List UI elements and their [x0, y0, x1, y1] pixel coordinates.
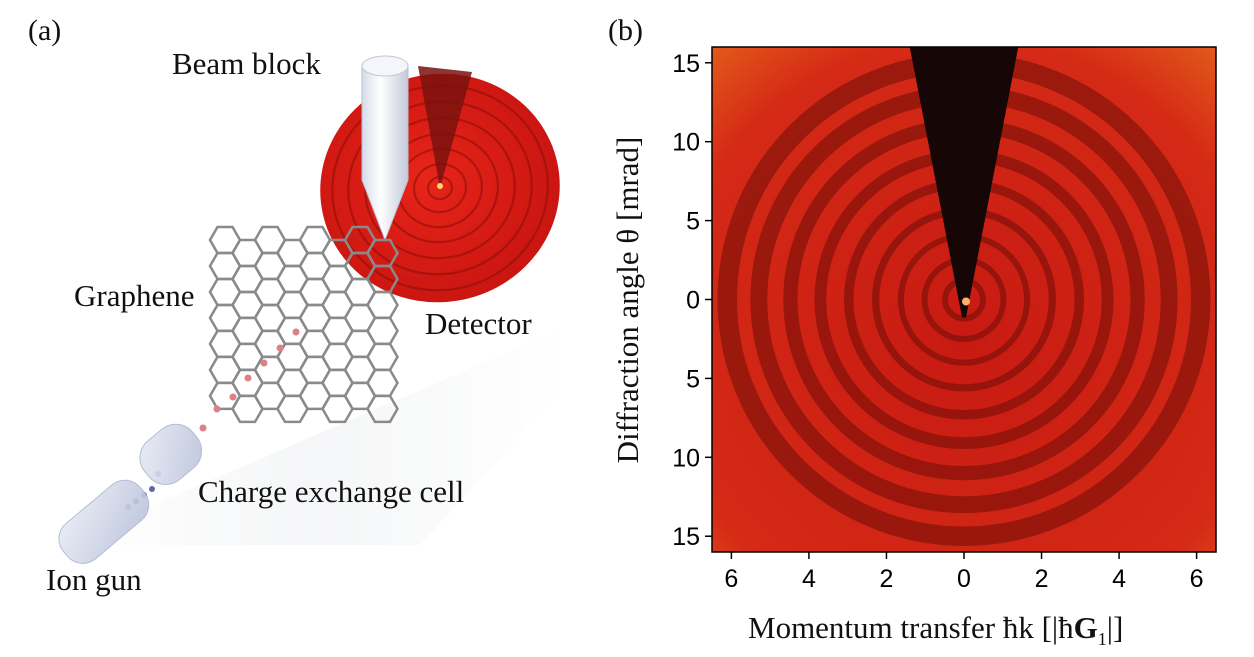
y-tick-label: 15 — [672, 50, 700, 78]
detector-label: Detector — [425, 306, 532, 341]
experimental-setup-illustration — [58, 55, 570, 564]
y-axis-title: Diffraction angle θ [mrad] — [610, 136, 645, 464]
x-tick-label: 2 — [1035, 565, 1049, 593]
y-tick-label: 10 — [672, 129, 700, 157]
beam-block-label: Beam block — [172, 46, 321, 81]
ion-gun — [58, 479, 150, 564]
panel-a-label: (a) — [28, 14, 62, 47]
graphene-label: Graphene — [74, 278, 195, 313]
y-tick-label: 15 — [672, 523, 700, 551]
beam-block-shadow — [418, 66, 472, 188]
detector-disk — [320, 66, 560, 303]
y-tick-label: 0 — [686, 287, 700, 315]
x-tick-label: 6 — [724, 565, 738, 593]
x-tick-label: 6 — [1190, 565, 1204, 593]
panel-b-label: (b) — [608, 14, 643, 47]
x-axis-title: Momentum transfer ħk [|ħG1|] — [748, 610, 1124, 650]
charge-exchange-cell — [139, 423, 203, 485]
ion-gun-label: Ion gun — [46, 562, 142, 597]
x-tick-label: 2 — [880, 565, 894, 593]
graphene-hexagon — [366, 394, 399, 424]
diffraction-heatmap: 6 4 2 0 2 4 6 15 10 5 0 5 10 15 — [672, 46, 1217, 593]
y-tick-label: 10 — [672, 444, 700, 472]
x-tick-label: 4 — [802, 565, 816, 593]
charge-exchange-cell-label: Charge exchange cell — [198, 474, 465, 509]
x-tick-label: 4 — [1112, 565, 1126, 593]
y-tick-label: 5 — [686, 365, 700, 393]
y-tick-label: 5 — [686, 208, 700, 236]
x-tick-label: 0 — [957, 565, 971, 593]
central-spot — [962, 297, 970, 306]
floor-shadow — [60, 330, 570, 545]
graphene-lattice — [208, 225, 399, 424]
beam-block-shadow-region — [909, 47, 1019, 318]
beam-block — [361, 55, 409, 242]
